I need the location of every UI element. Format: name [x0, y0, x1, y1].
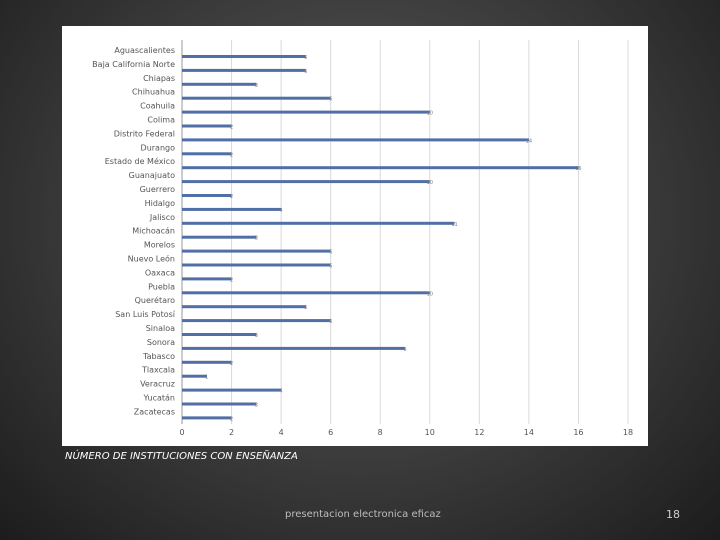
data-label: 2 [230, 125, 233, 131]
footer-text: presentacion electronica eficaz [285, 509, 441, 520]
bar [182, 346, 405, 350]
category-label: Chihuahua [132, 88, 175, 97]
bar [182, 249, 331, 253]
data-label: 2 [230, 416, 233, 422]
data-label: 6 [329, 319, 332, 325]
category-label: Puebla [148, 282, 175, 291]
chart-panel [62, 26, 648, 446]
x-tick-label: 12 [474, 428, 484, 437]
category-label: Guanajuato [129, 171, 175, 180]
bar [182, 152, 232, 156]
category-label: Jalisco [149, 213, 175, 222]
data-label: 10 [427, 111, 433, 117]
bar [182, 388, 282, 392]
bar [182, 166, 579, 170]
x-tick-label: 8 [378, 428, 383, 437]
x-tick-label: 18 [623, 428, 633, 437]
data-label: 2 [230, 277, 233, 283]
bar [182, 277, 232, 281]
x-tick-label: 4 [279, 428, 284, 437]
category-label: Guerrero [140, 185, 175, 194]
category-label: Aguascalientes [114, 46, 175, 55]
data-label: 5 [304, 305, 307, 311]
bar [182, 110, 430, 114]
data-label: 2 [230, 152, 233, 158]
category-label: Querétaro [135, 295, 175, 305]
bar [182, 194, 232, 197]
category-label: Tlaxcala [141, 366, 175, 375]
bar [182, 291, 430, 295]
category-label: Coahuila [140, 102, 175, 111]
bar [182, 180, 430, 184]
category-label: Morelos [144, 241, 175, 250]
category-label: Nuevo León [128, 254, 175, 264]
category-label: Colima [147, 116, 175, 125]
data-label: 11 [451, 222, 457, 228]
x-tick-label: 16 [573, 428, 583, 437]
data-label: 4 [280, 208, 283, 214]
bar [182, 305, 306, 309]
data-label: 6 [329, 97, 332, 103]
bar [182, 360, 232, 364]
data-label: 16 [575, 166, 581, 172]
category-label: Sonora [147, 338, 175, 347]
category-label: Distrito Federal [114, 129, 175, 138]
data-label: 3 [255, 83, 258, 89]
x-tick-label: 6 [328, 428, 333, 437]
data-label: 5 [304, 69, 307, 75]
page-number: 18 [666, 508, 680, 521]
data-label: 2 [230, 361, 233, 367]
category-label: Michoacán [132, 227, 175, 236]
category-label: Tabasco [142, 352, 175, 361]
data-label: 2 [230, 194, 233, 200]
category-label: Veracruz [140, 380, 175, 389]
bar [182, 402, 257, 406]
x-tick-label: 10 [425, 428, 435, 437]
data-label: 6 [329, 250, 332, 256]
bar [182, 68, 306, 72]
category-label: Durango [141, 143, 176, 152]
data-label: 4 [280, 389, 283, 395]
category-label: Yucatán [143, 394, 175, 403]
bar [182, 374, 207, 378]
bar [182, 138, 529, 142]
category-label: Zacatecas [134, 407, 175, 416]
category-label: Sinaloa [146, 324, 175, 333]
data-label: 10 [427, 291, 433, 297]
x-tick-label: 14 [524, 428, 534, 437]
bar [182, 55, 306, 58]
bar [182, 235, 257, 239]
category-label: Chiapas [143, 74, 175, 83]
data-label: 14 [526, 138, 532, 144]
bar [182, 124, 232, 128]
bar [182, 263, 331, 267]
bar [182, 319, 331, 323]
data-label: 3 [255, 236, 258, 242]
category-label: Oaxaca [145, 268, 175, 277]
x-axis-label: NÚMERO DE INSTITUCIONES CON ENSEÑANZA [65, 451, 298, 462]
data-label: 3 [255, 333, 258, 339]
data-label: 1 [205, 375, 208, 381]
data-label: 9 [403, 347, 406, 353]
x-tick-label: 2 [229, 428, 234, 437]
bar [182, 416, 232, 420]
data-label: 10 [427, 180, 433, 186]
category-label: Baja California Norte [92, 60, 175, 69]
data-label: 6 [329, 264, 332, 270]
bar [182, 221, 455, 225]
category-label: Estado de México [105, 156, 175, 166]
bar [182, 96, 331, 100]
data-label: 5 [304, 55, 307, 61]
bar [182, 333, 257, 336]
category-label: San Luis Potosí [115, 310, 176, 319]
bar [182, 207, 282, 211]
category-label: Hidalgo [145, 199, 176, 208]
bar [182, 82, 257, 86]
data-label: 3 [255, 403, 258, 409]
x-tick-label: 0 [179, 428, 184, 437]
